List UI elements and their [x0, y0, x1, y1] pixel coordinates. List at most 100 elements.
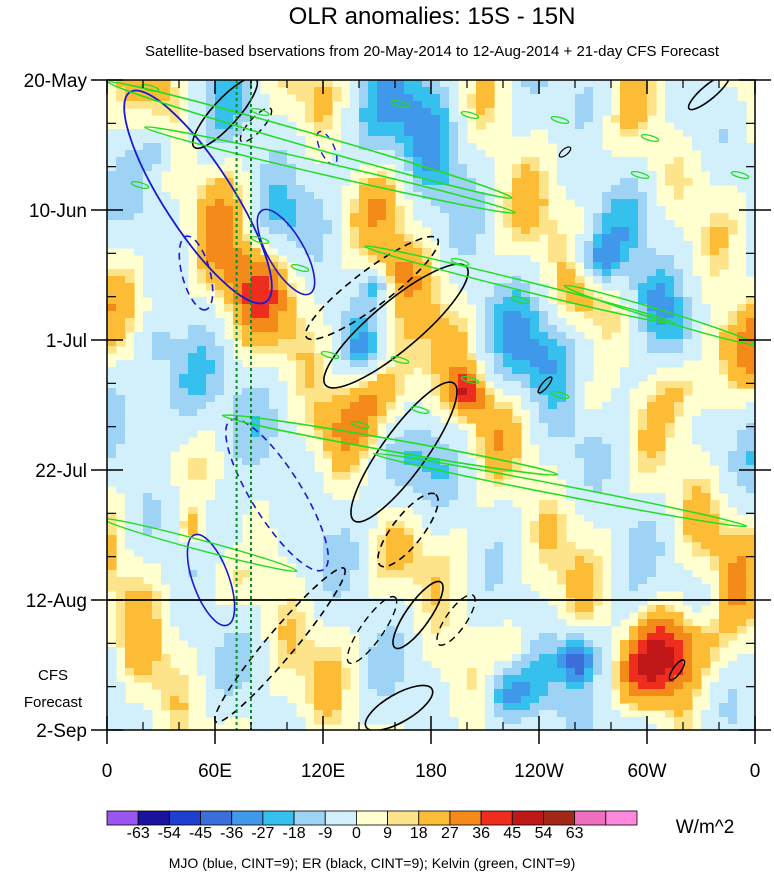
- field-cell: [260, 311, 270, 319]
- field-cell: [512, 514, 522, 522]
- field-cell: [179, 346, 189, 354]
- field-cell: [323, 605, 333, 613]
- field-cell: [314, 528, 324, 536]
- field-cell: [377, 395, 387, 403]
- field-cell: [629, 255, 639, 263]
- field-cell: [638, 339, 648, 347]
- field-cell: [485, 94, 495, 102]
- field-cell: [548, 563, 558, 571]
- field-cell: [692, 437, 702, 445]
- field-cell: [278, 346, 288, 354]
- field-cell: [404, 661, 414, 669]
- field-cell: [125, 640, 135, 648]
- field-cell: [413, 633, 423, 641]
- field-cell: [350, 129, 360, 137]
- field-cell: [719, 465, 729, 473]
- field-cell: [728, 157, 738, 165]
- field-cell: [566, 640, 576, 648]
- field-cell: [233, 101, 243, 109]
- field-cell: [737, 346, 747, 354]
- field-cell: [107, 311, 117, 319]
- field-cell: [737, 304, 747, 312]
- field-cell: [431, 122, 441, 130]
- field-cell: [368, 416, 378, 424]
- field-cell: [575, 423, 585, 431]
- field-cell: [674, 395, 684, 403]
- field-cell: [458, 465, 468, 473]
- field-cell: [620, 164, 630, 172]
- field-cell: [368, 353, 378, 361]
- field-cell: [395, 108, 405, 116]
- field-cell: [548, 556, 558, 564]
- field-cell: [251, 269, 261, 277]
- field-cell: [215, 227, 225, 235]
- field-cell: [242, 374, 252, 382]
- field-cell: [368, 633, 378, 641]
- field-cell: [377, 668, 387, 676]
- field-cell: [116, 220, 126, 228]
- field-cell: [359, 514, 369, 522]
- field-cell: [422, 325, 432, 333]
- field-cell: [737, 542, 747, 550]
- field-cell: [467, 269, 477, 277]
- field-cell: [377, 129, 387, 137]
- field-cell: [116, 136, 126, 144]
- field-cell: [557, 675, 567, 683]
- field-cell: [404, 493, 414, 501]
- field-cell: [539, 185, 549, 193]
- field-cell: [323, 87, 333, 95]
- field-cell: [548, 248, 558, 256]
- field-cell: [269, 283, 279, 291]
- field-cell: [179, 269, 189, 277]
- field-cell: [197, 332, 207, 340]
- field-cell: [341, 500, 351, 508]
- field-cell: [413, 262, 423, 270]
- field-cell: [161, 311, 171, 319]
- field-cell: [161, 234, 171, 242]
- field-cell: [206, 332, 216, 340]
- field-cell: [476, 598, 486, 606]
- field-cell: [386, 703, 396, 711]
- field-cell: [674, 612, 684, 620]
- field-cell: [170, 297, 180, 305]
- field-cell: [431, 304, 441, 312]
- field-cell: [404, 605, 414, 613]
- field-cell: [161, 430, 171, 438]
- field-cell: [485, 164, 495, 172]
- field-cell: [179, 696, 189, 704]
- field-cell: [314, 101, 324, 109]
- field-cell: [404, 185, 414, 193]
- field-cell: [656, 255, 666, 263]
- field-cell: [422, 423, 432, 431]
- field-cell: [494, 444, 504, 452]
- field-cell: [557, 724, 567, 730]
- field-cell: [233, 479, 243, 487]
- field-cell: [494, 283, 504, 291]
- field-cell: [170, 556, 180, 564]
- field-cell: [296, 444, 306, 452]
- field-cell: [422, 675, 432, 683]
- field-cell: [206, 360, 216, 368]
- field-cell: [233, 395, 243, 403]
- field-cell: [107, 129, 117, 137]
- field-cell: [251, 164, 261, 172]
- field-cell: [413, 325, 423, 333]
- field-cell: [602, 108, 612, 116]
- field-cell: [458, 234, 468, 242]
- field-cell: [350, 234, 360, 242]
- field-cell: [449, 108, 459, 116]
- field-cell: [548, 395, 558, 403]
- field-cell: [449, 717, 459, 725]
- field-cell: [332, 668, 342, 676]
- field-cell: [179, 689, 189, 697]
- field-cell: [656, 500, 666, 508]
- field-cell: [647, 262, 657, 270]
- field-cell: [152, 472, 162, 480]
- field-cell: [377, 353, 387, 361]
- field-cell: [476, 122, 486, 130]
- field-cell: [377, 689, 387, 697]
- field-cell: [539, 227, 549, 235]
- field-cell: [485, 367, 495, 375]
- field-cell: [638, 570, 648, 578]
- field-cell: [233, 444, 243, 452]
